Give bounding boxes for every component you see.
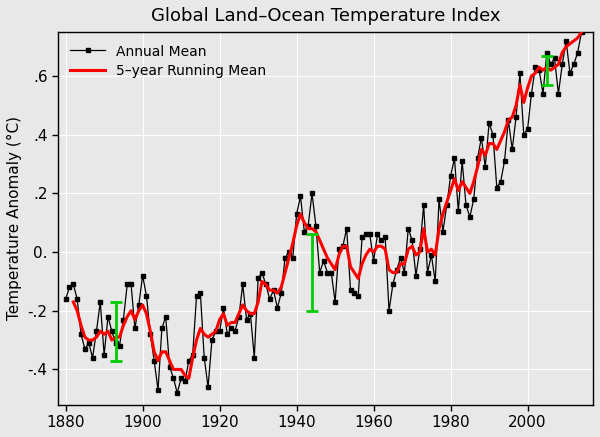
- 5–year Running Mean: [578, 29, 585, 35]
- 5–year Running Mean: [409, 243, 416, 249]
- Legend: Annual Mean, 5–year Running Mean: Annual Mean, 5–year Running Mean: [65, 39, 272, 83]
- 5–year Running Mean: [70, 299, 77, 305]
- Title: Global Land–Ocean Temperature Index: Global Land–Ocean Temperature Index: [151, 7, 500, 25]
- Y-axis label: Temperature Anomaly (°C): Temperature Anomaly (°C): [7, 116, 22, 320]
- 5–year Running Mean: [104, 329, 112, 334]
- Annual Mean: [259, 270, 266, 275]
- Annual Mean: [297, 194, 304, 199]
- Annual Mean: [470, 197, 478, 202]
- 5–year Running Mean: [563, 44, 570, 49]
- Annual Mean: [247, 311, 254, 316]
- Annual Mean: [135, 302, 142, 308]
- 5–year Running Mean: [551, 65, 558, 70]
- Annual Mean: [389, 282, 397, 287]
- 5–year Running Mean: [424, 250, 431, 255]
- 5–year Running Mean: [393, 270, 400, 275]
- Line: Annual Mean: Annual Mean: [63, 0, 592, 395]
- 5–year Running Mean: [185, 376, 193, 381]
- Line: 5–year Running Mean: 5–year Running Mean: [73, 32, 581, 378]
- Annual Mean: [173, 390, 181, 395]
- Annual Mean: [62, 296, 69, 302]
